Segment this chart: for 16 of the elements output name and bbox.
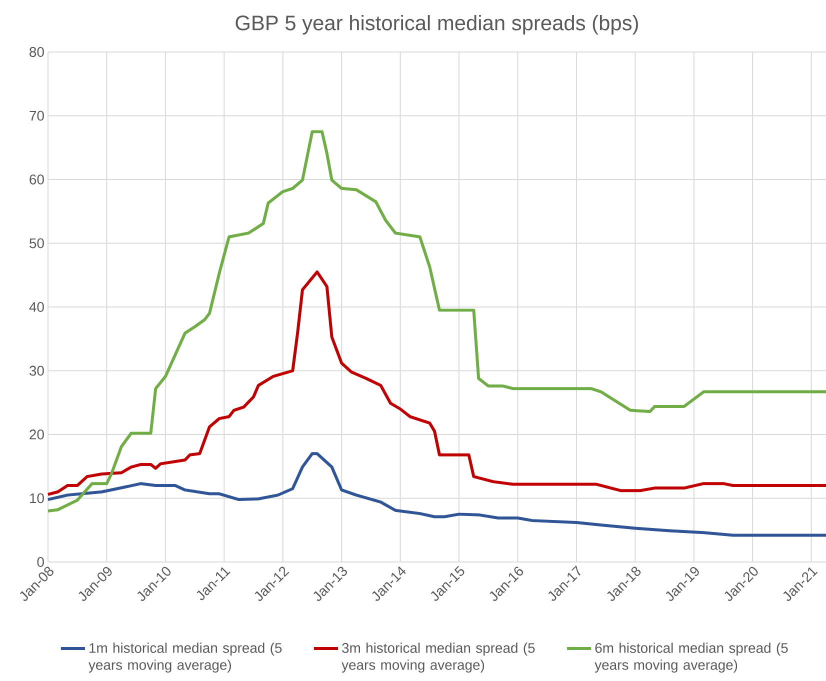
legend-label: 6m historical median spread (5 years moving average) (594, 642, 788, 673)
line-series (46, 270, 826, 496)
y-tick-label: 10 (30, 493, 44, 504)
legend-label: 1m historical median spread (5 years moving average) (88, 642, 282, 673)
y-tick-label: 20 (30, 430, 44, 440)
y-tick-label: 60 (30, 174, 44, 184)
line-series (46, 452, 826, 537)
y-tick-label: 0 (37, 557, 44, 567)
y-tick-label: 30 (30, 366, 44, 376)
line-series (46, 130, 826, 512)
y-tick-label: 40 (29, 302, 44, 312)
y-tick-label: 80 (30, 47, 44, 57)
chart-title: GBP 5 year historical median spreads (bps) (236, 15, 638, 35)
y-tick-label: 50 (30, 238, 44, 248)
y-tick-label: 70 (30, 110, 44, 121)
legend-label: 3m historical median spread (5 years moving average) (342, 642, 535, 673)
